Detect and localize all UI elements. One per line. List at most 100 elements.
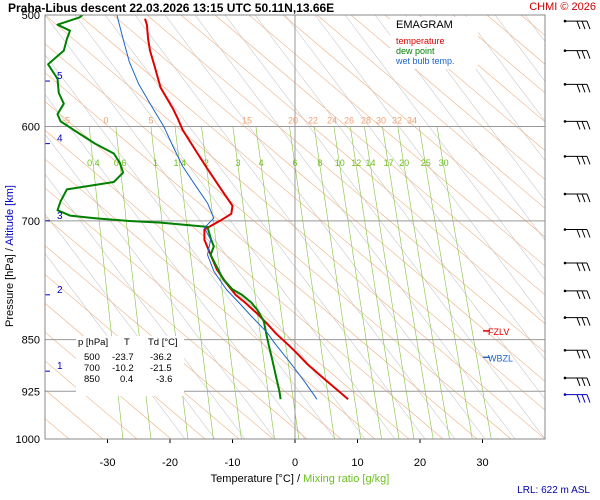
dry-adiabat (45, 72, 478, 439)
mixing-ratio-line (150, 126, 189, 439)
wind-barb-feather (576, 50, 581, 59)
dry-adiabat-label: 5 (148, 116, 153, 126)
mixing-ratio-line (88, 126, 124, 439)
wind-barb (563, 289, 591, 300)
table-cell: -3.6 (156, 374, 173, 385)
dry-adiabat (45, 187, 342, 439)
moist-adiabat (404, 15, 545, 201)
dry-adiabat (418, 15, 545, 123)
wind-barb-feather (576, 156, 581, 165)
mixing-ratio-line (313, 126, 361, 439)
wind-barb-base (563, 155, 567, 158)
wind-barb-base (563, 19, 567, 23)
moist-adiabat (314, 15, 545, 321)
wind-barb-feather (586, 317, 591, 326)
dry-adiabat-label: 0 (103, 116, 108, 126)
mixing-ratio-label: 12 (351, 158, 361, 168)
wind-barb-base (563, 49, 567, 52)
mixing-ratio-line (255, 126, 300, 439)
pressure-tick-label: 1000 (16, 434, 40, 446)
moist-adiabat (45, 133, 276, 439)
mixing-ratio-label: 6 (293, 158, 298, 168)
wind-barb (563, 19, 591, 30)
x-tick-label: -30 (100, 457, 116, 469)
table-cell: 500 (84, 352, 100, 363)
mixing-ratio-label: 14 (365, 158, 375, 168)
mixing-ratio-line (289, 126, 335, 439)
copyright: CHMI © 2026 (529, 1, 596, 13)
wind-barb-feather (586, 50, 591, 59)
dry-adiabat-label: 26 (344, 116, 354, 126)
dry-adiabat (45, 43, 512, 439)
moist-adiabat (224, 15, 545, 439)
x-tick-label: -10 (225, 457, 241, 469)
mixing-ratio-line (350, 126, 400, 439)
mixing-ratio-line (201, 126, 242, 439)
dry-adiabat (45, 245, 274, 439)
table-cell: -23.7 (112, 352, 134, 363)
wind-barb-feather (576, 350, 581, 359)
dry-adiabat (350, 15, 545, 180)
wind-barb-feather (586, 290, 591, 300)
wind-barb-feather (581, 350, 586, 359)
wind-barb-feather (576, 262, 581, 272)
temperature-curve (144, 18, 349, 400)
table-cell: 850 (84, 374, 100, 385)
dry-adiabat-label: -5 (62, 116, 70, 126)
wind-barb-base (563, 289, 567, 293)
wind-barb (563, 316, 591, 326)
x-tick-label: 30 (476, 457, 488, 469)
header-title: Praha-Libus descent 22.03.2026 13:15 UTC… (8, 1, 335, 15)
moist-adiabat (104, 15, 426, 439)
mixing-ratio-label: 3 (235, 158, 240, 168)
moist-adiabat (434, 15, 545, 162)
wind-barb-base (563, 348, 567, 352)
moist-adiabat (524, 15, 545, 42)
wind-barb (563, 83, 591, 93)
pressure-tick-label: 925 (22, 386, 40, 398)
wind-barb (563, 120, 591, 130)
wind-barb-feather (581, 229, 586, 238)
wind-barb-feather (576, 121, 581, 130)
dry-adiabat (146, 15, 545, 353)
mixing-ratio-line (436, 126, 492, 439)
dry-adiabat (384, 15, 545, 152)
dry-adiabat-label: 15 (242, 116, 252, 126)
dry-adiabat (555, 15, 600, 439)
moist-adiabat (344, 15, 545, 281)
moist-adiabat (45, 54, 336, 439)
wind-barb-feather (581, 262, 586, 272)
wind-barb-feather (586, 20, 591, 30)
altitude-label: 1 (57, 361, 63, 372)
wind-barb-feather (586, 262, 591, 272)
wind-barb-feather (586, 377, 591, 387)
x-axis-label-temperature: Temperature [°C] (210, 473, 294, 485)
moist-adiabat (254, 15, 545, 400)
x-tick-label: 20 (414, 457, 426, 469)
table-cell: -10.2 (112, 363, 134, 374)
wind-barb (563, 228, 591, 238)
dry-adiabat-label: 28 (361, 116, 371, 126)
dry-adiabat-label: 34 (407, 116, 417, 126)
altitude-label: 4 (57, 134, 63, 145)
wind-barb (563, 348, 591, 359)
wind-barb-feather (576, 193, 581, 203)
pressure-tick-label: 700 (22, 216, 40, 228)
wind-barb-feather (581, 377, 586, 387)
wind-barb (563, 49, 591, 59)
wind-barb-feather (576, 229, 581, 238)
wind-barb (563, 261, 591, 272)
table-cell: 700 (84, 363, 100, 374)
wind-barb-feather (586, 156, 591, 165)
wind-barb-feather (576, 290, 581, 300)
moist-adiabat (585, 15, 600, 439)
mixing-ratio-label: 17 (384, 158, 394, 168)
wind-barb (563, 192, 591, 203)
legend-title: EMAGRAM (396, 19, 453, 31)
wind-barb-feather (576, 394, 581, 403)
wind-barb-feather (581, 394, 586, 403)
dry-adiabat (45, 216, 308, 439)
dry-adiabat (214, 15, 545, 296)
wind-barb-base (563, 261, 567, 265)
mixing-ratio-label: 1.4 (174, 158, 187, 168)
